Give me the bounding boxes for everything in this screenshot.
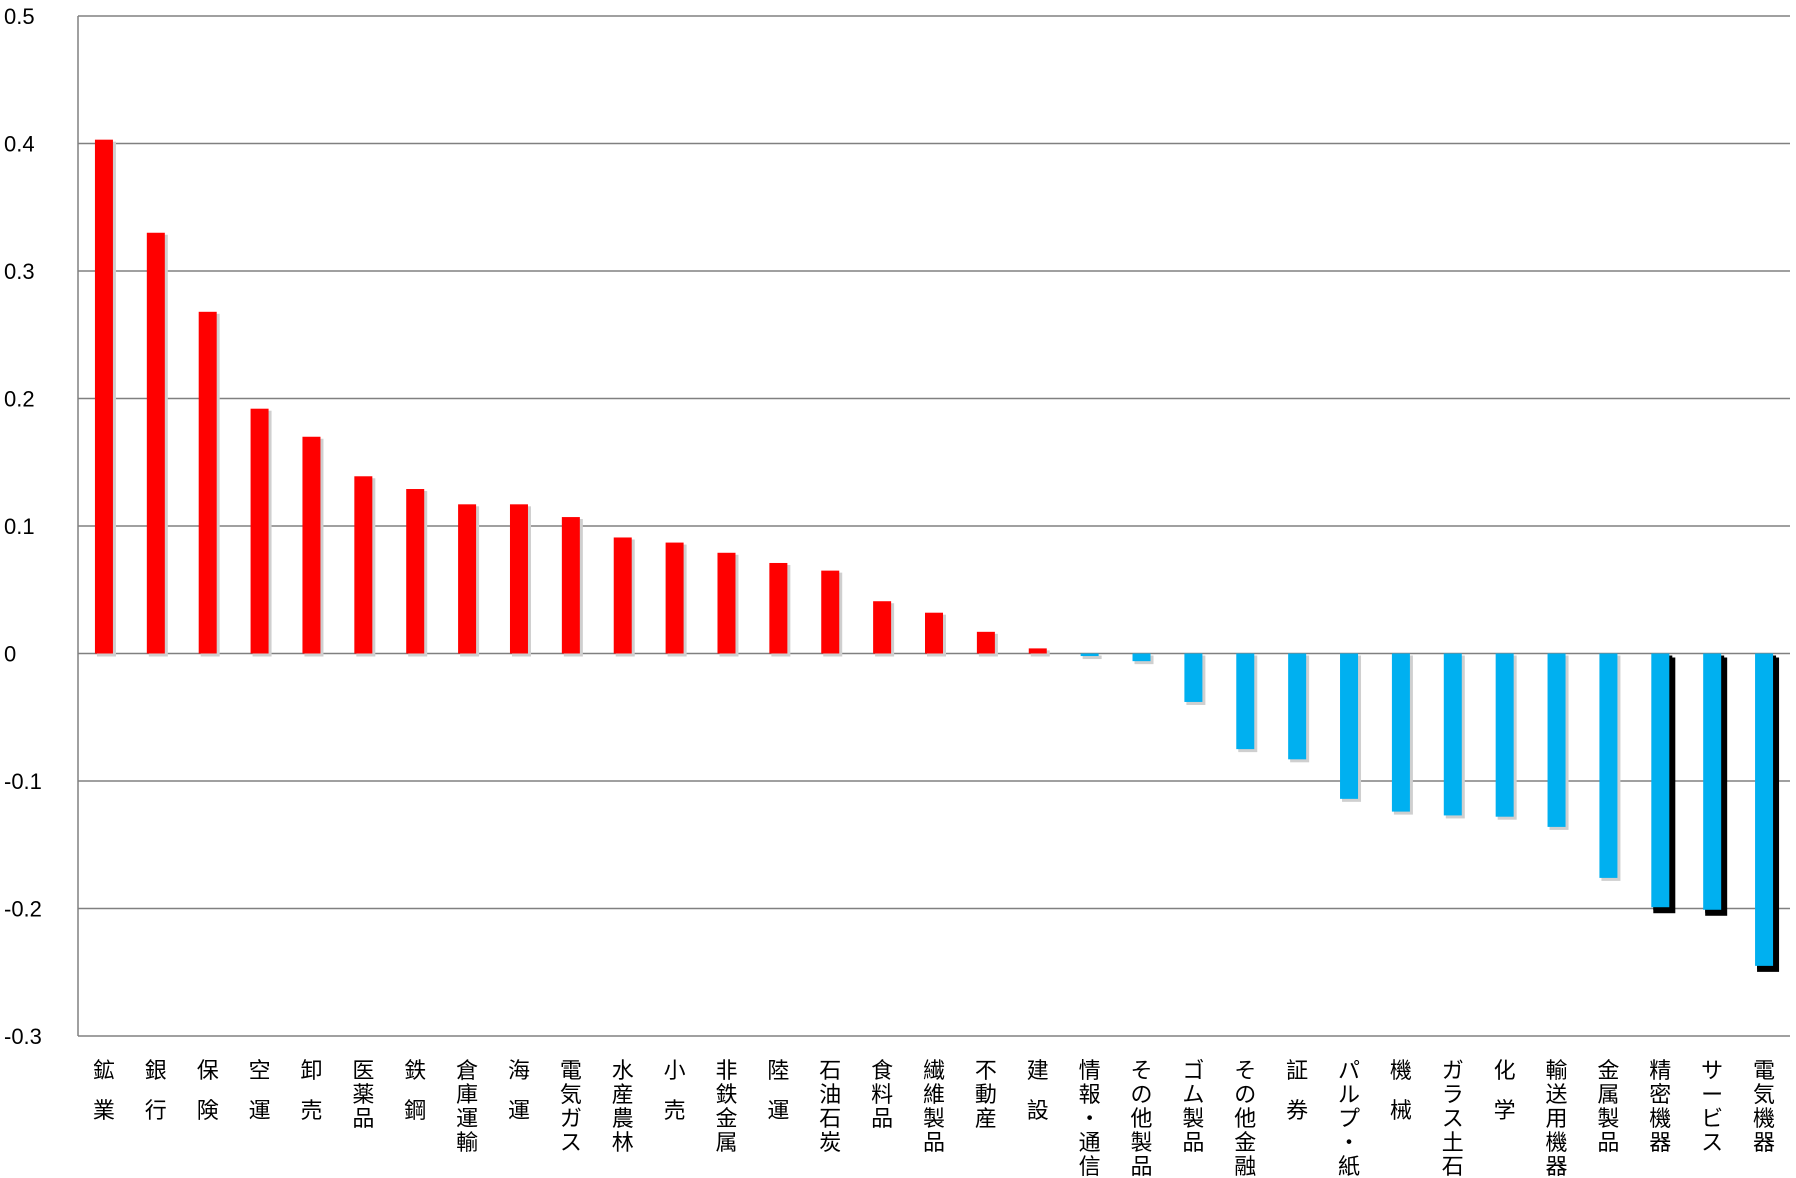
x-category-label: 鉱業 [93, 1059, 115, 1124]
bar [873, 601, 892, 654]
bar [509, 504, 528, 654]
x-category-label: 卸売 [300, 1059, 322, 1124]
x-category-label: 機械 [1390, 1059, 1412, 1124]
bar-shadows [96, 141, 1780, 972]
x-category-label: ゴム製品 [1182, 1059, 1204, 1156]
bar [1703, 653, 1722, 910]
bar [561, 517, 580, 654]
bar [458, 504, 477, 654]
x-category-label: 鉄鋼 [404, 1059, 426, 1124]
bar [613, 537, 632, 654]
bar [1184, 653, 1203, 702]
bars [94, 139, 1774, 966]
y-tick-label: -0.3 [4, 1024, 42, 1049]
bar [769, 562, 788, 654]
bar [302, 436, 321, 654]
x-category-label: 金属製品 [1597, 1059, 1619, 1156]
y-tick-label: 0.3 [4, 259, 35, 284]
x-category-label: 建設 [1027, 1059, 1049, 1124]
y-tick-label: 0.2 [4, 387, 35, 412]
x-category-label: その他金融 [1234, 1059, 1256, 1178]
bar [1391, 653, 1410, 812]
x-category-label: 銀行 [145, 1059, 167, 1124]
x-category-label: ガラス土石 [1442, 1059, 1464, 1178]
bar [1755, 653, 1774, 966]
bar [1547, 653, 1566, 827]
bar [1495, 653, 1514, 817]
bar [821, 570, 840, 654]
y-tick-label: 0.1 [4, 514, 35, 539]
x-category-label: 証券 [1286, 1059, 1308, 1124]
bar [198, 311, 217, 654]
bar [94, 139, 113, 654]
x-category-label: 情報・通信 [1079, 1059, 1101, 1178]
x-category-label: 電気ガス [560, 1059, 582, 1156]
bar [1443, 653, 1462, 816]
bar [354, 476, 373, 654]
bar [1340, 653, 1359, 799]
y-tick-label: 0.4 [4, 132, 35, 157]
x-category-label: 非鉄金属 [715, 1059, 737, 1156]
y-tick-label: 0.5 [4, 4, 35, 29]
bar [976, 631, 995, 654]
x-category-label: 電気機器 [1753, 1059, 1775, 1156]
bar [1288, 653, 1307, 760]
x-category-label: 繊維製品 [923, 1059, 945, 1156]
gridlines [78, 15, 1790, 1037]
x-category-label: 輸送用機器 [1546, 1059, 1568, 1178]
bar [925, 612, 943, 654]
y-tick-label: 0 [4, 642, 16, 667]
x-category-label: その他製品 [1131, 1059, 1153, 1178]
x-category-label: 医薬品 [352, 1059, 374, 1132]
x-category-label: 海運 [508, 1059, 530, 1124]
x-category-label: 小売 [664, 1059, 686, 1124]
x-category-label: 化学 [1494, 1059, 1516, 1124]
bar [1651, 653, 1670, 908]
x-category-label: 食料品 [871, 1059, 893, 1132]
bar [1236, 653, 1255, 750]
bar-shadow [1082, 655, 1102, 660]
bar [1599, 653, 1618, 878]
x-category-label: 空運 [249, 1059, 271, 1124]
x-category-label: 不動産 [975, 1059, 997, 1132]
x-category-label: 倉庫運輸 [456, 1059, 478, 1156]
x-category-label: サービス [1701, 1059, 1723, 1156]
bar [717, 552, 736, 654]
y-tick-label: -0.2 [4, 897, 42, 922]
x-category-label: 保険 [197, 1059, 219, 1124]
bar [1080, 653, 1099, 657]
x-category-label: 精密機器 [1649, 1059, 1671, 1156]
x-category-label: 陸運 [767, 1059, 789, 1124]
bar [1028, 648, 1047, 654]
x-category-label: 石油石炭 [819, 1059, 841, 1156]
bar [1132, 653, 1151, 662]
x-category-label: パルプ・紙 [1338, 1059, 1360, 1178]
bar [665, 542, 684, 654]
x-category-label: 水産農林 [612, 1059, 634, 1156]
y-tick-label: -0.1 [4, 769, 42, 794]
bar [250, 408, 269, 654]
bar [146, 232, 165, 654]
y-axis-tick-labels: 0.5 0.4 0.3 0.2 0.1 0 -0.1 -0.2 -0.3 [4, 4, 42, 1049]
bar [406, 489, 425, 654]
